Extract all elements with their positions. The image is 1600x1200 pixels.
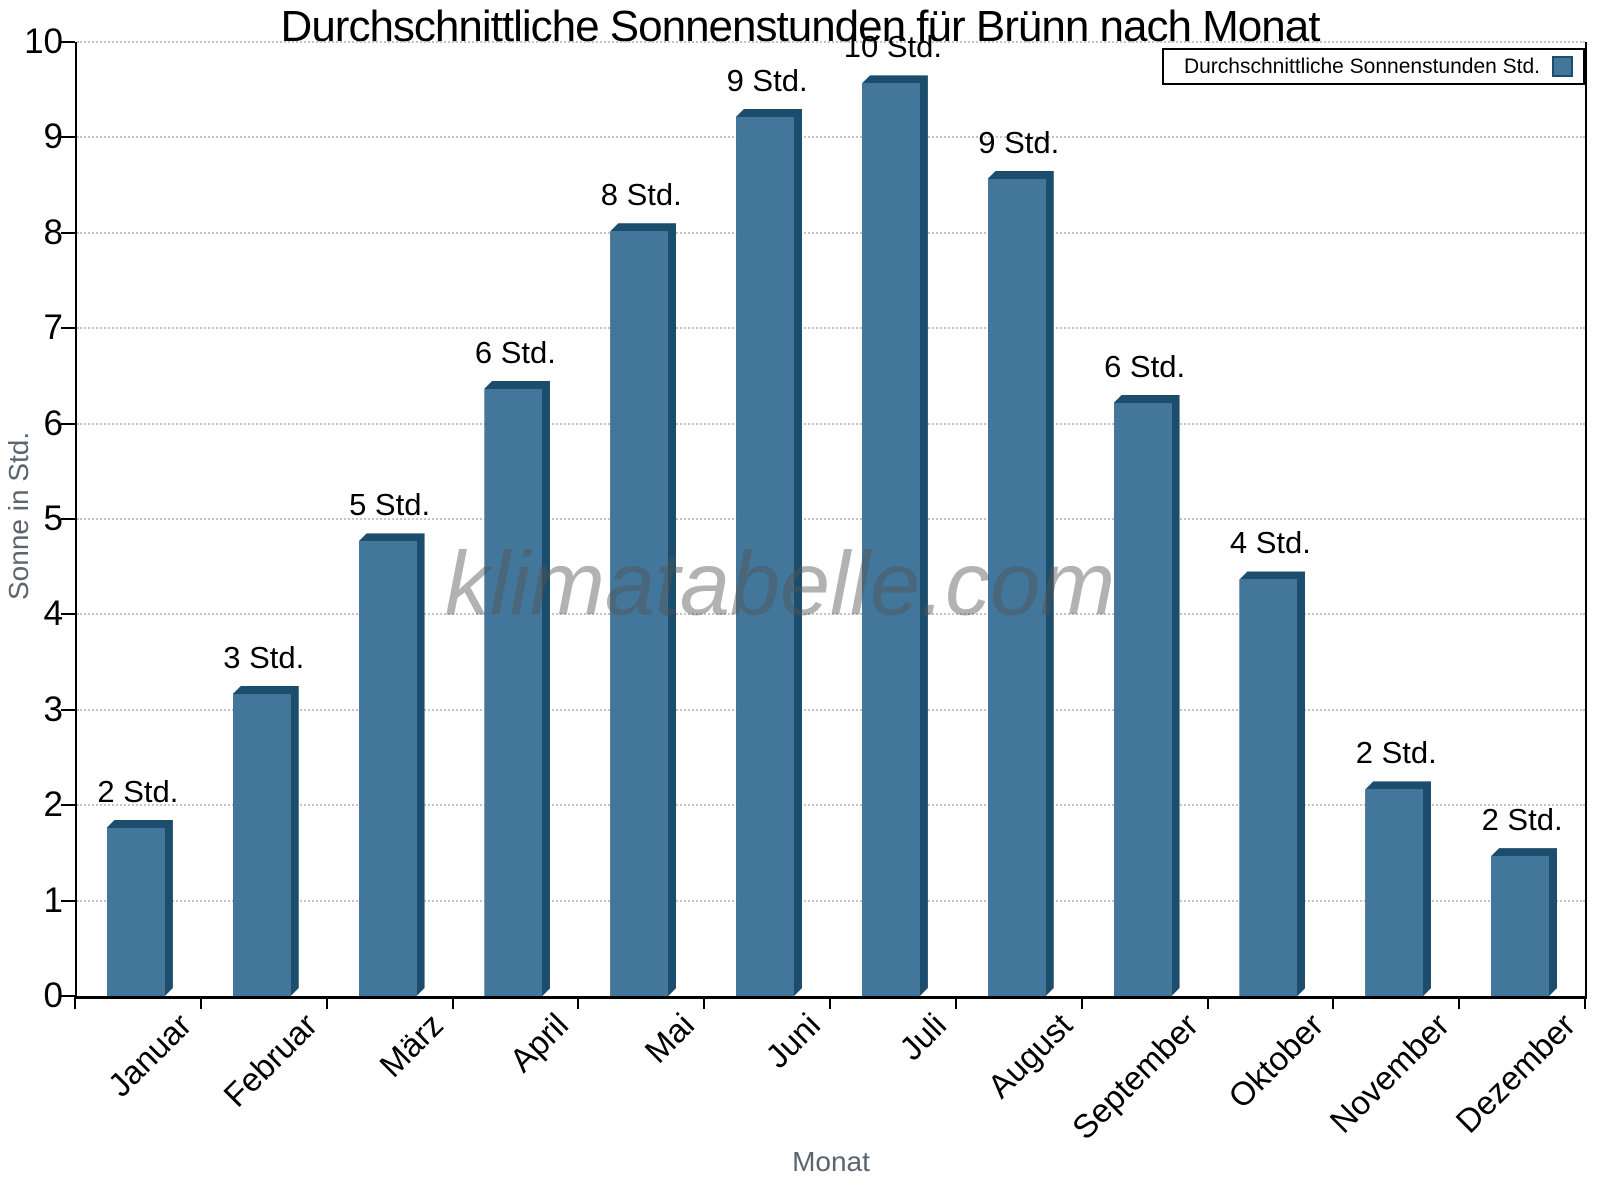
bar-februar	[233, 686, 299, 996]
x-tick	[1080, 997, 1083, 1009]
legend: Durchschnittliche Sonnenstunden Std.	[1162, 48, 1585, 85]
bar-front-face	[233, 694, 291, 996]
bar-value-label: 6 Std.	[474, 334, 556, 370]
y-tick-label: 1	[43, 880, 63, 920]
y-tick-label: 6	[43, 403, 63, 443]
bar-mai	[610, 223, 676, 996]
y-tick-label: 3	[43, 689, 63, 729]
y-tick	[61, 231, 75, 234]
bar-front-face	[862, 83, 920, 996]
y-tick	[61, 804, 75, 807]
y-tick-label: 2	[43, 785, 63, 825]
x-tick	[199, 997, 202, 1009]
x-tick	[577, 997, 580, 1009]
bar-front-face	[1239, 579, 1297, 996]
bar-front-face	[359, 541, 417, 996]
y-tick	[61, 136, 75, 139]
bar-value-label: 5 Std.	[349, 487, 431, 523]
bar-januar	[107, 820, 173, 996]
y-tick	[61, 899, 75, 902]
bar-front-face	[1491, 856, 1549, 996]
x-tick	[1332, 997, 1335, 1009]
gridline	[77, 136, 1585, 139]
bar-front-face	[107, 828, 165, 996]
bar-value-label: 9 Std.	[978, 124, 1060, 160]
y-tick	[61, 422, 75, 425]
bar-value-label: 10 Std.	[843, 29, 943, 65]
x-axis-label: Monat	[792, 1146, 870, 1177]
y-tick-label: 8	[43, 212, 63, 252]
bar-november	[1365, 781, 1431, 996]
x-tick	[451, 997, 454, 1009]
gridline	[77, 231, 1585, 234]
bar-front-face	[988, 179, 1046, 996]
x-tick	[74, 997, 76, 1009]
gridline	[77, 327, 1585, 330]
x-tick	[1458, 997, 1461, 1009]
bar-juni	[736, 109, 802, 996]
y-tick	[61, 41, 75, 43]
gridline	[77, 804, 1585, 807]
y-tick-label: 9	[43, 117, 63, 157]
x-tick	[829, 997, 831, 1009]
legend-label: Durchschnittliche Sonnenstunden Std.	[1183, 54, 1540, 78]
x-tick	[1206, 997, 1209, 1009]
bar-value-label: 8 Std.	[600, 177, 682, 213]
y-tick	[61, 613, 75, 616]
y-tick	[61, 518, 75, 520]
y-tick-label: 0	[43, 976, 63, 1015]
gridline	[77, 518, 1585, 520]
bar-value-label: 2 Std.	[97, 773, 179, 809]
x-tick	[954, 997, 957, 1009]
bar-april	[484, 381, 550, 996]
bar-front-face	[484, 389, 542, 996]
bar-oktober	[1239, 571, 1305, 996]
x-tick	[1584, 997, 1586, 1009]
bar-value-label: 6 Std.	[1104, 348, 1186, 384]
bar-front-face	[1114, 403, 1172, 996]
y-tick-label: 5	[43, 499, 63, 538]
bar-front-face	[610, 231, 668, 996]
gridline	[77, 899, 1585, 902]
bar-value-label: 3 Std.	[223, 639, 305, 675]
bar-september	[1114, 395, 1180, 996]
bar-märz	[359, 533, 425, 996]
y-tick-label: 10	[24, 22, 63, 61]
y-tick-label: 4	[43, 594, 63, 634]
gridline	[77, 708, 1585, 711]
y-tick	[61, 327, 75, 330]
gridline	[77, 613, 1585, 616]
y-tick-label: 7	[43, 308, 63, 348]
x-tick	[703, 997, 706, 1009]
bar-august	[988, 171, 1054, 996]
bar-juli	[862, 75, 928, 996]
legend-swatch-icon	[1552, 56, 1573, 77]
bar-front-face	[736, 117, 794, 996]
bar-value-label: 4 Std.	[1229, 525, 1311, 561]
gridline	[77, 422, 1585, 425]
bar-front-face	[1365, 789, 1423, 996]
bar-dezember	[1491, 848, 1557, 996]
plot-area	[75, 41, 1587, 999]
gridline	[77, 41, 1585, 43]
y-tick	[61, 995, 75, 997]
bar-value-label: 2 Std.	[1481, 802, 1563, 838]
bar-value-label: 2 Std.	[1355, 735, 1437, 771]
x-tick	[325, 997, 328, 1009]
bar-value-label: 9 Std.	[726, 62, 808, 98]
y-tick	[61, 708, 75, 711]
